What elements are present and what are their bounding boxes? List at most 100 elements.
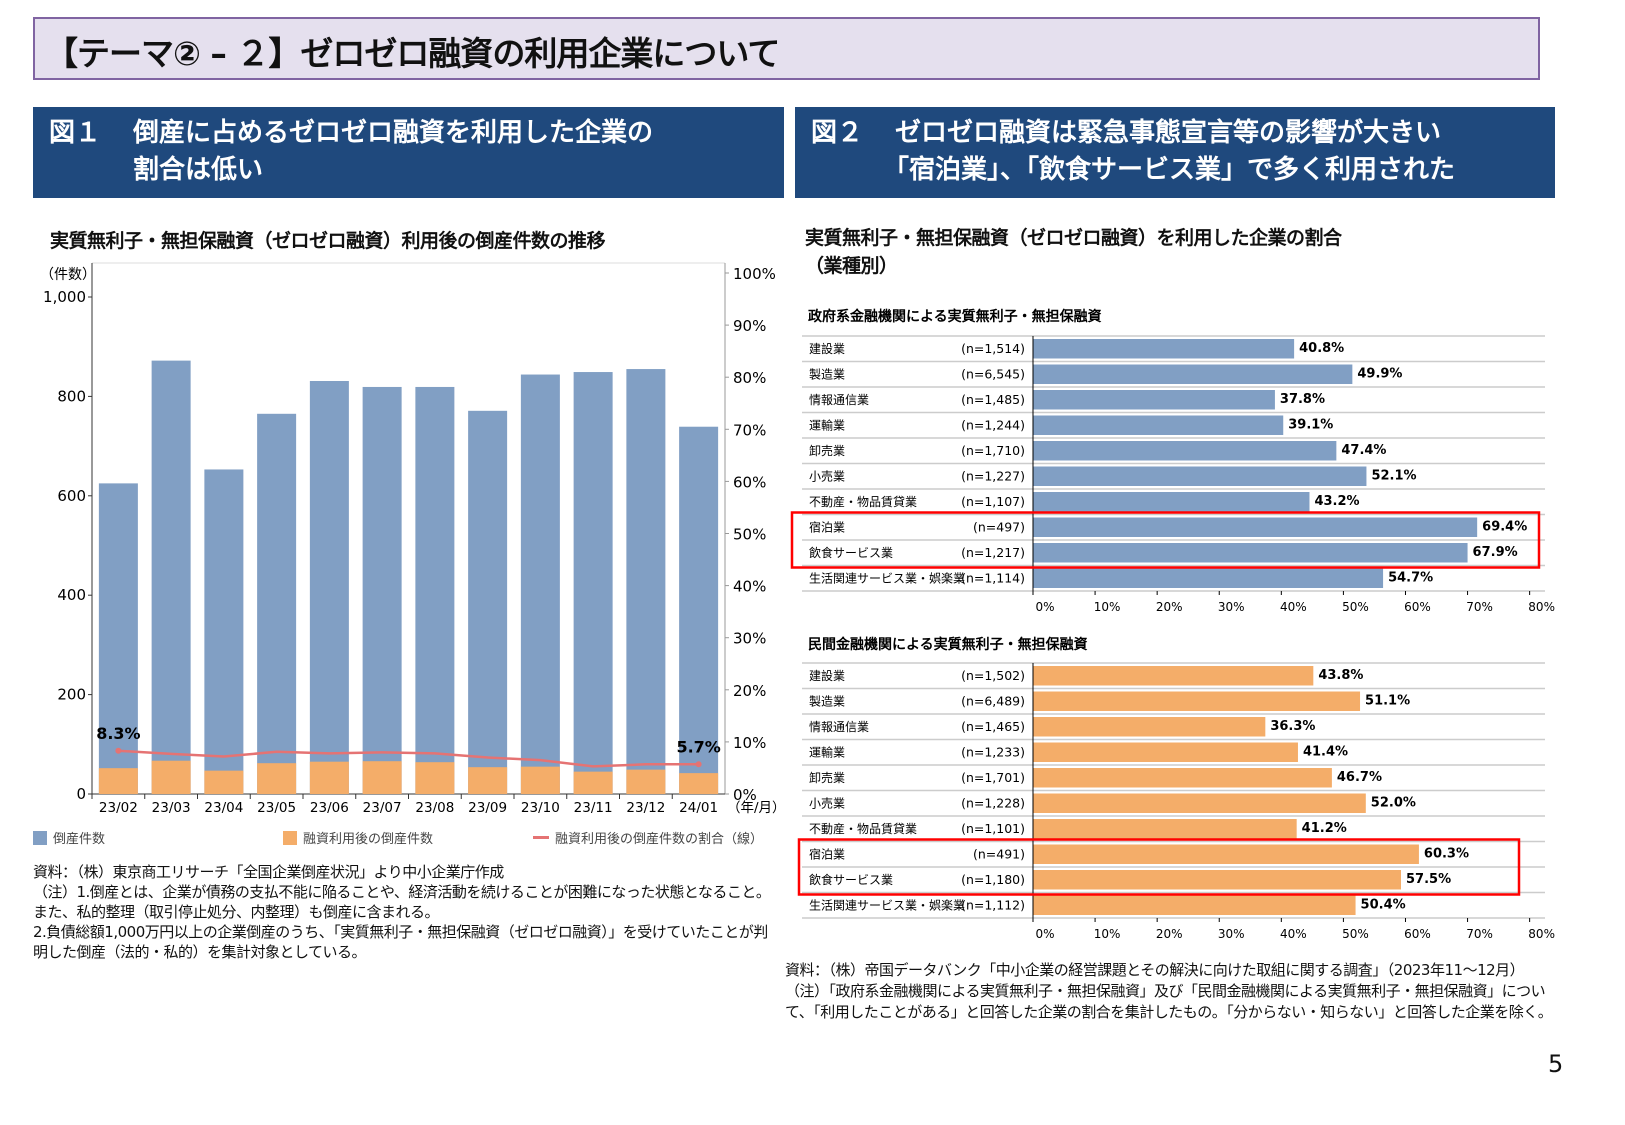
category-label: 製造業 (809, 695, 845, 709)
x-tick-label: 50% (1342, 600, 1369, 614)
bar-after-loan (626, 769, 666, 794)
y2-tick-label: 100% (733, 265, 776, 283)
category-label: 卸売業 (809, 770, 845, 785)
x-tick-label: 23/10 (521, 800, 560, 816)
bar-total (626, 369, 666, 794)
y-tick-label: 1,000 (43, 288, 86, 306)
bar-after-loan (309, 761, 349, 794)
figure2-heading-line2: 「宿泊業」、「飲食サービス業」で多く利用された (883, 155, 1456, 185)
bar (1033, 415, 1284, 435)
sample-size-label: (n=1,485) (961, 392, 1025, 407)
ratio-point (115, 747, 122, 754)
x-tick-label: 23/11 (574, 800, 613, 816)
category-label: 飲食サービス業 (809, 545, 893, 560)
bar-value-label: 40.8% (1299, 341, 1344, 356)
bar (1033, 517, 1478, 537)
sample-size-label: (n=1,244) (961, 418, 1025, 433)
category-label: 飲食サービス業 (809, 872, 893, 887)
x-tick-label: 0% (1035, 600, 1054, 614)
x-tick-label: 23/09 (468, 800, 507, 816)
figure2-number: 図２ (811, 118, 864, 148)
category-label: 情報通信業 (809, 720, 869, 734)
category-label: 宿泊業 (809, 847, 845, 862)
x-tick-label: 23/05 (257, 800, 296, 816)
ratio-data-label: 8.3% (96, 724, 140, 743)
bar-total (204, 469, 244, 794)
y2-tick-label: 80% (733, 369, 766, 387)
category-label: 小売業 (809, 469, 845, 484)
note-1: （注）1.倒産とは、企業が債務の支払不能に陥ることや、経済活動を続けることが困難… (33, 883, 771, 921)
x-tick-label: 23/06 (310, 800, 349, 816)
ratio-point (695, 761, 702, 768)
bar-value-label: 60.3% (1424, 847, 1469, 862)
panel-subtitle: 民間金融機関による実質無利子・無担保融資 (808, 636, 1088, 653)
category-label: 建設業 (809, 341, 845, 356)
bar-value-label: 54.7% (1388, 571, 1433, 586)
bar-after-loan (520, 766, 560, 794)
legend-item-bankruptcies: 倒産件数 (33, 828, 105, 847)
category-label: 生活関連サービス業・娯楽業 (809, 572, 965, 586)
category-label: 生活関連サービス業・娯楽業 (809, 899, 965, 913)
bar-after-loan (98, 768, 138, 794)
x-tick-label: 40% (1280, 600, 1307, 614)
category-label: 運輸業 (809, 745, 845, 760)
x-tick-label: 70% (1466, 927, 1493, 941)
x-tick-label: 24/01 (679, 800, 718, 816)
highlight-box (790, 511, 1541, 569)
sample-size-label: (n=491) (973, 847, 1025, 862)
sample-size-label: (n=1,227) (961, 469, 1025, 484)
x-tick-label: 23/02 (99, 800, 138, 816)
bar (1033, 466, 1367, 486)
bar (1033, 364, 1353, 384)
x-tick-label: 23/12 (626, 800, 665, 816)
legend-line-swatch (533, 836, 549, 839)
x-tick-label: 30% (1218, 927, 1245, 941)
bar-value-label: 50.4% (1361, 898, 1406, 913)
bar-value-label: 41.4% (1303, 745, 1348, 760)
bar (1033, 717, 1266, 737)
bar-total (151, 360, 191, 794)
sample-size-label: (n=1,180) (961, 872, 1025, 887)
bar-value-label: 51.1% (1365, 694, 1410, 709)
sample-size-label: (n=1,217) (961, 545, 1025, 560)
bar (1033, 339, 1295, 359)
bar-total (309, 380, 349, 794)
bar-after-loan (257, 763, 297, 794)
bar-value-label: 67.9% (1473, 545, 1518, 560)
bar (1033, 568, 1384, 588)
bar (1033, 819, 1297, 839)
category-label: 情報通信業 (809, 393, 869, 407)
left-notes: 資料：（株）東京商工リサーチ「全国企業倒産状況」より中小企業庁作成 （注）1.倒… (33, 862, 778, 962)
bar-total (98, 483, 138, 794)
bar-total (520, 374, 560, 794)
legend-item-after-loan: 融資利用後の倒産件数 (283, 828, 433, 847)
x-tick-label: 80% (1528, 927, 1555, 941)
figure1-number: 図１ (49, 118, 102, 148)
bar-total (415, 386, 455, 794)
bar-after-loan (679, 773, 719, 794)
bar (1033, 870, 1401, 890)
y2-tick-label: 30% (733, 630, 766, 648)
sample-size-label: (n=1,228) (961, 796, 1025, 811)
y-tick-label: 0 (76, 785, 86, 803)
legend-label: 融資利用後の倒産件数の割合（線） (555, 832, 764, 847)
source-note: 資料：（株）東京商工リサーチ「全国企業倒産状況」より中小企業庁作成 (33, 863, 504, 881)
legend-item-ratio-line: 融資利用後の倒産件数の割合（線） (533, 828, 763, 847)
figure1-heading-line2: 割合は低い (133, 155, 264, 185)
legend-swatch (283, 830, 297, 845)
x-tick-label: 23/07 (363, 800, 402, 816)
x-tick-label: 10% (1094, 927, 1121, 941)
y2-tick-label: 0% (733, 786, 757, 804)
figure1-heading: 図１ 倒産に占めるゼロゼロ融資を利用した企業の 割合は低い (33, 107, 784, 198)
bar-after-loan (468, 767, 508, 794)
x-tick-label: 23/03 (152, 800, 191, 816)
sample-size-label: (n=1,107) (961, 494, 1025, 509)
bar-value-label: 69.4% (1482, 520, 1527, 535)
x-tick-label: 50% (1342, 927, 1369, 941)
bar-value-label: 47.4% (1341, 443, 1386, 458)
bar-total (468, 410, 508, 794)
sample-size-label: (n=1,514) (961, 341, 1025, 356)
figure2-heading-line1: ゼロゼロ融資は緊急事態宣言等の影響が大きい (895, 118, 1442, 148)
sample-size-label: (n=1,701) (961, 770, 1025, 785)
y2-tick-label: 70% (733, 421, 766, 439)
